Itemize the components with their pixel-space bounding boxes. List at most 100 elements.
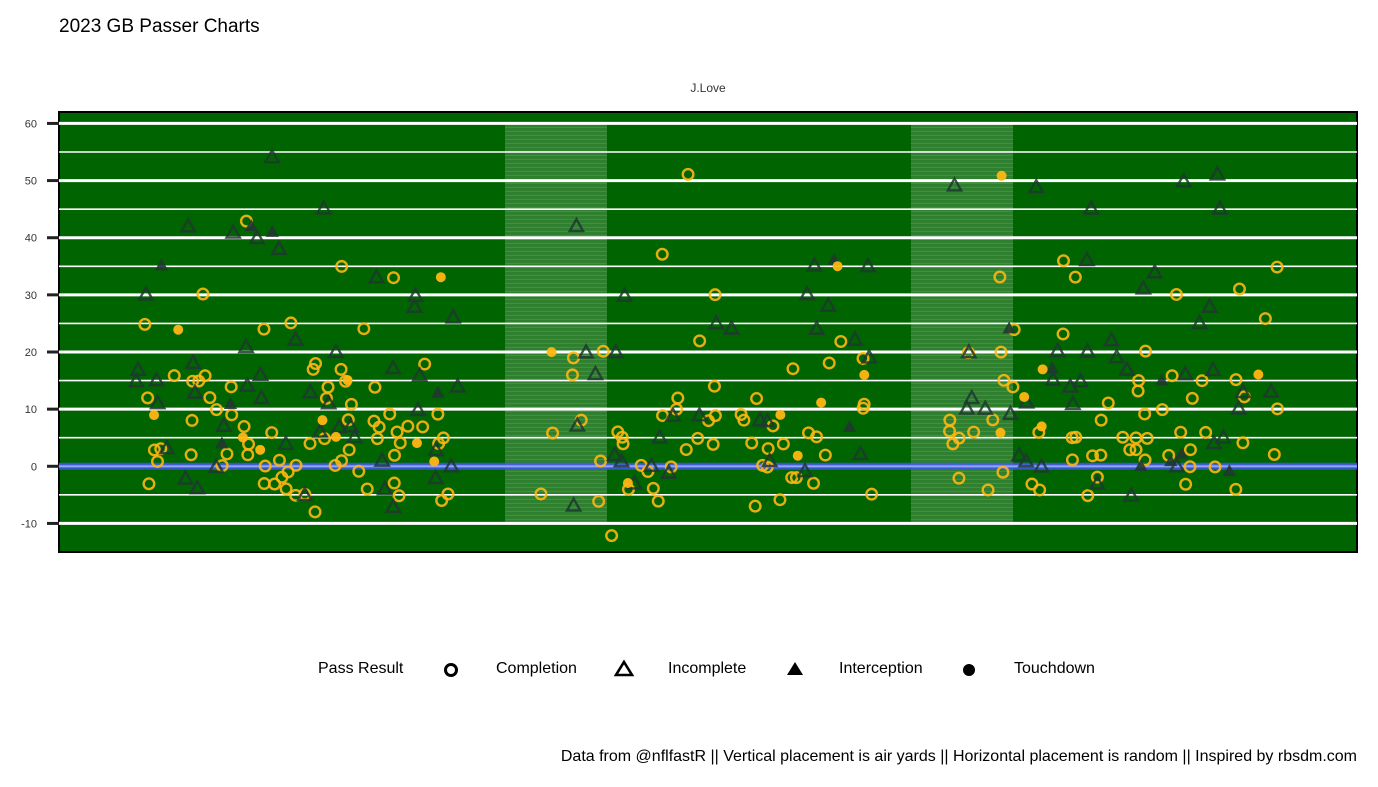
incomplete-point	[660, 463, 678, 479]
completion-point	[257, 477, 271, 491]
incomplete-point	[1071, 371, 1090, 388]
completion-point	[681, 167, 695, 181]
completion-point	[693, 334, 707, 348]
completion-point	[1129, 443, 1143, 457]
completion-point	[1169, 287, 1183, 301]
incomplete-point	[147, 370, 166, 387]
completion-point	[857, 397, 871, 411]
incomplete-point	[567, 216, 586, 233]
incomplete-point	[960, 342, 978, 359]
incomplete-point	[1204, 360, 1222, 377]
completion-point	[370, 432, 384, 446]
legend-label-completion: Completion	[496, 660, 577, 677]
completion-point	[1267, 447, 1281, 461]
incomplete-point	[612, 451, 631, 468]
completion-point	[1229, 482, 1243, 496]
y-tick-label: 20	[25, 347, 37, 359]
incomplete-point	[238, 376, 256, 392]
completion-point	[306, 362, 320, 376]
completion-point	[946, 437, 960, 451]
completion-point	[367, 414, 381, 428]
completion-point	[994, 345, 1008, 359]
completion-point	[708, 409, 722, 423]
completion-point	[671, 391, 685, 405]
incomplete-point	[707, 313, 726, 330]
touchdown-point	[1036, 421, 1047, 432]
completion-point	[196, 287, 210, 301]
incomplete-point	[367, 267, 386, 284]
incomplete-point	[586, 364, 605, 381]
incomplete-point	[642, 456, 661, 472]
incomplete-point	[405, 297, 424, 313]
incomplete-point	[1205, 433, 1223, 450]
completion-point	[357, 322, 371, 336]
completion-point	[708, 288, 722, 302]
interception-point	[1045, 361, 1059, 374]
completion-point	[565, 368, 579, 382]
completion-point	[1065, 431, 1079, 445]
completion-point	[807, 476, 821, 490]
incomplete-point	[237, 337, 255, 354]
incomplete-point	[252, 388, 271, 405]
completion-point	[1270, 402, 1284, 416]
incomplete-point	[286, 330, 305, 346]
completion-point	[679, 443, 693, 457]
completion-point	[167, 369, 181, 383]
incomplete-point	[758, 411, 776, 428]
completion-point	[1006, 380, 1020, 394]
incomplete-point	[577, 343, 595, 359]
completion-point	[611, 425, 625, 439]
completion-point	[818, 448, 832, 462]
incomplete-point	[1134, 279, 1153, 295]
completion-point	[198, 369, 212, 383]
completion-point	[150, 454, 164, 468]
incomplete-point	[327, 342, 345, 359]
chart-title: 2023 GB Passer Charts	[59, 16, 260, 37]
touchdown-point	[330, 431, 341, 442]
interception-point	[215, 436, 229, 449]
interception-point	[431, 385, 445, 398]
triangle-outline-icon	[613, 659, 635, 677]
incomplete-point	[1048, 341, 1067, 358]
interception-point	[1164, 454, 1178, 467]
touchdown-point	[832, 261, 843, 272]
incomplete-point	[1262, 382, 1280, 398]
completion-point	[1199, 425, 1213, 439]
completion-point	[745, 436, 759, 450]
touchdown-point	[435, 272, 446, 283]
incomplete-point	[1078, 342, 1097, 358]
incomplete-point	[263, 147, 281, 164]
completion-point	[275, 470, 289, 484]
completion-point	[594, 454, 608, 468]
incomplete-point	[1234, 382, 1252, 399]
interception-point	[1134, 459, 1148, 471]
completion-point	[224, 380, 238, 394]
y-tick-label: 30	[25, 290, 37, 302]
completion-point	[1138, 453, 1152, 467]
completion-point	[1131, 384, 1145, 398]
incomplete-point	[807, 319, 826, 335]
circle-filled-icon	[963, 664, 975, 676]
incomplete-point	[384, 358, 402, 375]
interception-point	[1155, 373, 1169, 386]
legend-label-interception: Interception	[839, 660, 923, 677]
incomplete-point	[373, 451, 391, 467]
completion-point	[1195, 374, 1209, 388]
incomplete-point	[607, 342, 625, 359]
completion-point	[1129, 431, 1143, 445]
completion-point	[1094, 448, 1108, 462]
completion-point	[952, 471, 966, 485]
completion-point	[750, 392, 764, 406]
completion-point	[1208, 460, 1222, 474]
completion-point	[284, 316, 298, 330]
incomplete-point	[330, 417, 348, 434]
incomplete-point	[1230, 399, 1248, 415]
completion-point	[707, 379, 721, 393]
touchdown-point	[237, 432, 248, 443]
incomplete-point	[1078, 250, 1096, 267]
incomplete-point	[186, 383, 204, 399]
completion-point	[1139, 344, 1153, 358]
completion-point	[1236, 436, 1250, 450]
incomplete-point	[976, 399, 994, 415]
completion-point	[383, 407, 397, 421]
